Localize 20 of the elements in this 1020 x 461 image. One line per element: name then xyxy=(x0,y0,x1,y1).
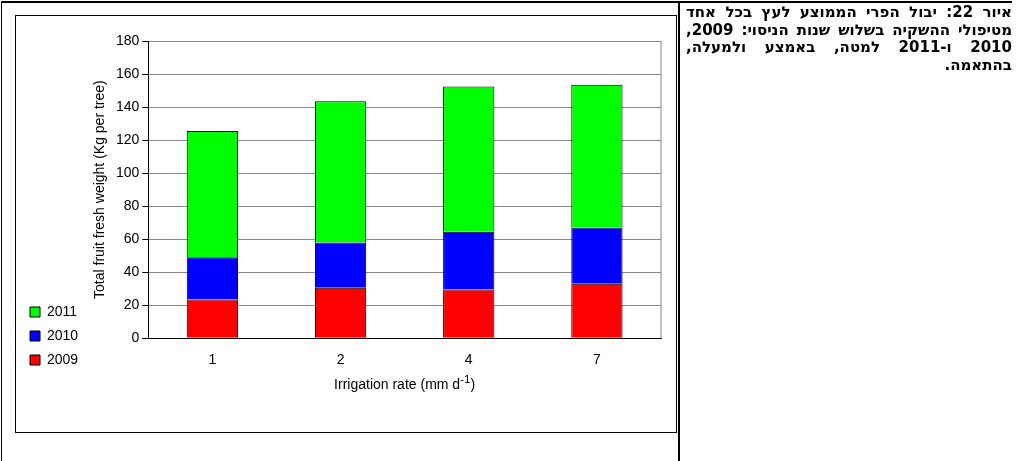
x-tick-label: 7 xyxy=(593,351,602,368)
legend-label: 2010 xyxy=(47,326,79,343)
y-tick-label: 40 xyxy=(123,263,140,280)
y-tick-label: 0 xyxy=(131,329,140,346)
legend-label: 2009 xyxy=(47,350,79,367)
y-tick-label: 160 xyxy=(115,64,140,81)
y-tick-label: 20 xyxy=(123,296,140,313)
y-tick-label: 100 xyxy=(115,163,140,180)
x-axis-title: Irrigation rate (mm d$^{-1}$) xyxy=(334,372,476,392)
y-tick-label: 140 xyxy=(115,97,140,114)
x-tick-label: 1 xyxy=(208,351,217,368)
text: איור 22: יבול הפרי הממוצע לעץ בכל אחד מטיפולי ההשקיה בשלוש שנות הניסוי: 2009, 2010 ו-2011 למטה, באמצע ולמעלה, בהתאמה. xyxy=(686,3,1012,74)
y-axis-title: Total fruit fresh weight (Kg per tree) xyxy=(91,80,108,299)
x-tick-label: 4 xyxy=(464,351,473,368)
y-tick-label: 80 xyxy=(123,196,140,213)
y-tick-label: 180 xyxy=(115,31,140,48)
y-tick-label: 120 xyxy=(115,130,140,147)
y-tick-label: 60 xyxy=(123,229,140,246)
legend-label: 2011 xyxy=(47,302,78,319)
x-tick-label: 2 xyxy=(336,351,345,368)
